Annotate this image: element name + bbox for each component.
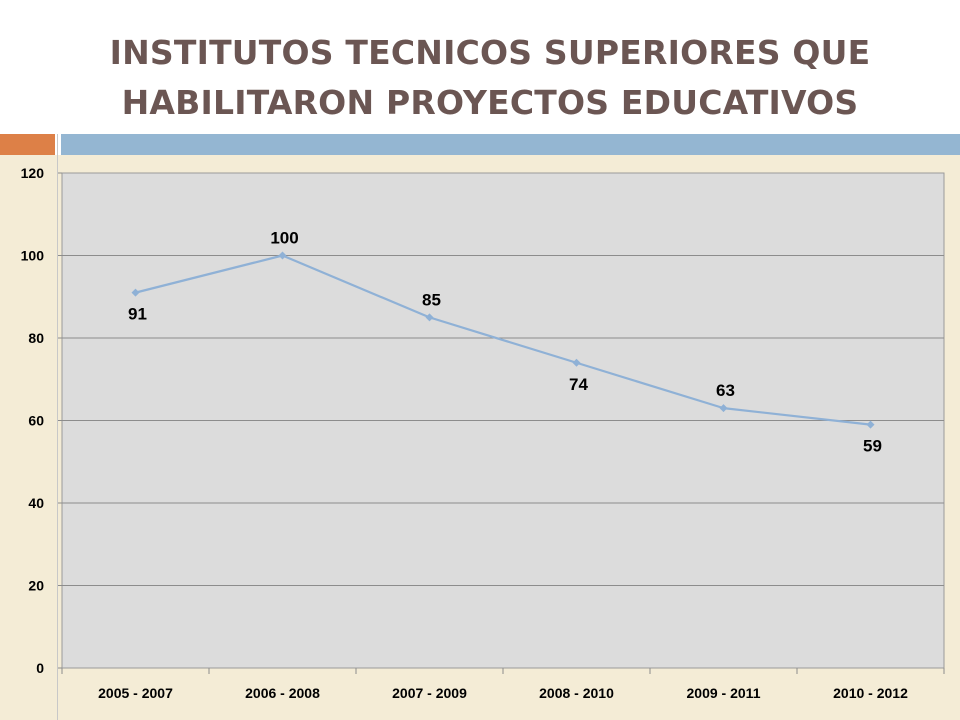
title-line-2: HABILITARON PROYECTOS EDUCATIVOS <box>121 83 859 122</box>
accent-bar-orange <box>0 134 55 155</box>
x-tick-label: 2009 - 2011 <box>687 685 761 701</box>
line-chart: 0 20 40 60 80 100 120 2005 - 2007 2006 - 2008 200… <box>21 165 945 701</box>
data-point <box>131 288 140 297</box>
data-point <box>425 313 434 322</box>
chart-panel: 0 20 40 60 80 100 120 2005 - 2007 2006 - 2008 200… <box>0 155 960 720</box>
x-tick-label: 2006 - 2008 <box>245 685 320 701</box>
data-label: 74 <box>569 375 588 394</box>
x-tick-label: 2007 - 2009 <box>392 685 467 701</box>
title-line-1: INSTITUTOS TECNICOS SUPERIORES QUE <box>109 33 871 72</box>
data-point <box>866 420 875 429</box>
x-tick-label: 2010 - 2012 <box>833 685 908 701</box>
data-label: 63 <box>716 381 735 400</box>
y-tick-label: 80 <box>28 330 44 346</box>
y-tick-label: 20 <box>28 578 44 594</box>
slide-title: INSTITUTOS TECNICOS SUPERIORES QUE HABIL… <box>60 28 920 128</box>
y-tick-label: 60 <box>28 413 44 429</box>
data-label: 85 <box>422 290 441 309</box>
data-point <box>278 251 287 260</box>
y-tick-label: 0 <box>36 660 44 676</box>
x-tick-label: 2005 - 2007 <box>98 685 173 701</box>
data-point <box>719 404 728 413</box>
series-line <box>135 254 871 426</box>
left-divider <box>57 134 58 720</box>
y-tick-label: 40 <box>28 495 44 511</box>
data-label: 91 <box>128 305 147 324</box>
data-label: 59 <box>863 437 882 456</box>
data-point <box>572 358 581 367</box>
data-label: 100 <box>270 229 298 248</box>
x-tick-label: 2008 - 2010 <box>539 685 614 701</box>
y-tick-label: 120 <box>21 165 45 181</box>
accent-bar-blue <box>61 134 960 155</box>
y-tick-label: 100 <box>21 248 45 264</box>
